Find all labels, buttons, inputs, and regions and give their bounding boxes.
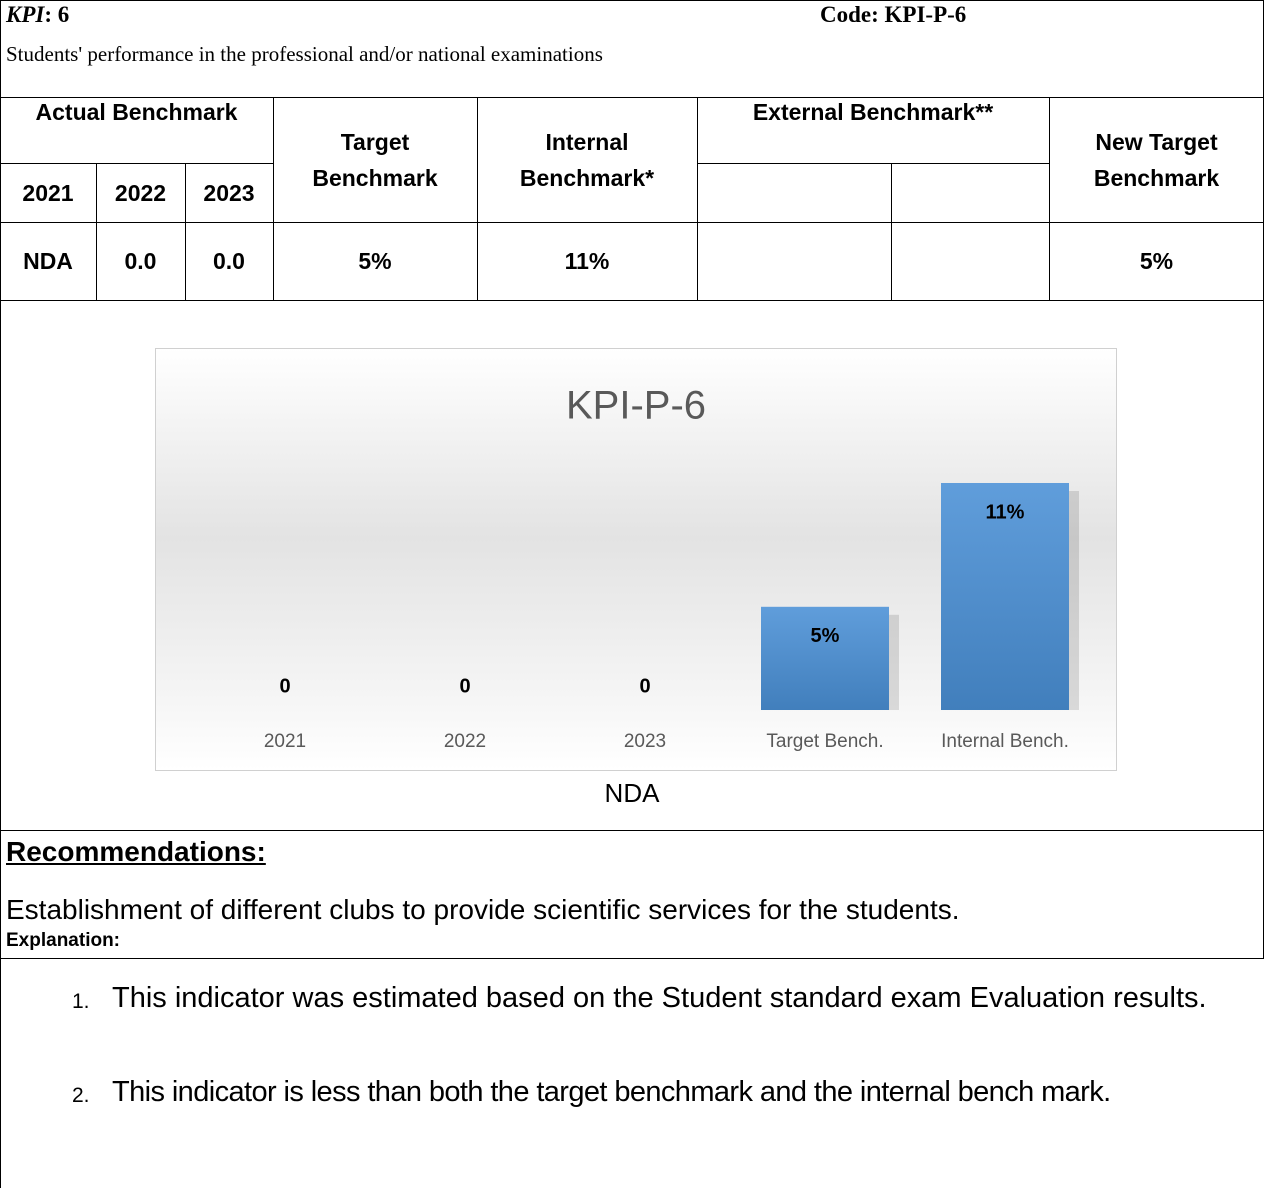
data-label: 0 [459,675,470,697]
kpi-label: KPI [6,2,45,27]
border [0,222,1264,223]
chart: KPI-P-6 2021 0 2022 0 2023 0 Target Bench. 5% In… [155,348,1117,771]
x-tick-label: 2022 [444,731,486,752]
description: Students' performance in the professiona… [6,42,603,66]
border [697,163,1049,164]
border [0,0,1264,1]
row-cell: 11% [564,248,610,274]
header-cell: 2021 [22,179,74,206]
x-tick-label: 2023 [624,731,666,752]
explanation-heading: Explanation: [6,930,121,951]
header-cell: Actual Benchmark [35,99,238,125]
header-cell: New Target Benchmark [1093,128,1220,191]
kpi-line: KPI: 6 [6,2,69,28]
data-label: 5% [811,625,840,647]
border [0,97,1264,98]
code: Code: KPI-P-6 [820,2,967,27]
list-text: This indicator was estimated based on th… [112,982,1207,1014]
header-cell: Target Benchmark [312,128,438,191]
chart-title: KPI-P-6 [566,384,706,428]
data-label: 0 [279,675,290,697]
x-tick-label: 2021 [264,731,306,752]
border [273,97,274,300]
row-cell: 0.0 [213,248,245,274]
x-tick-label: Target Bench. [766,731,883,752]
list-text: This indicator is less than both the tar… [112,1076,1111,1108]
border [477,97,478,300]
border [0,830,1264,831]
header-cell: 2022 [114,179,167,206]
bar-shade [941,483,1069,710]
bar-shade [761,606,889,710]
list-number: 2. [72,1084,90,1107]
x-tick-label: Internal Bench. [941,731,1069,752]
border [697,97,698,300]
row-cell: 5% [1139,248,1174,274]
border [96,163,97,300]
header-cell: Internal Benchmark* [519,128,655,191]
row-cell: 0.0 [124,248,157,274]
border [0,300,1264,301]
border [185,163,186,300]
row-cell: 5% [358,248,392,274]
border [891,163,892,300]
data-label: 11% [986,501,1025,523]
list-number: 1. [72,990,90,1013]
row-cell: NDA [23,248,73,274]
chart-caption: NDA [604,778,660,808]
recommendations-text: Establishment of different clubs to prov… [6,894,960,925]
data-label: 0 [639,675,650,697]
header-cell: External Benchmark** [752,99,994,125]
border [0,0,1,1188]
border [1049,97,1050,300]
header-cell: 2023 [203,179,255,206]
recommendations-heading: Recommendations: [6,836,266,867]
border [1263,0,1264,958]
border [0,163,273,164]
border [0,958,1264,959]
kpi-value: : 6 [44,2,70,27]
